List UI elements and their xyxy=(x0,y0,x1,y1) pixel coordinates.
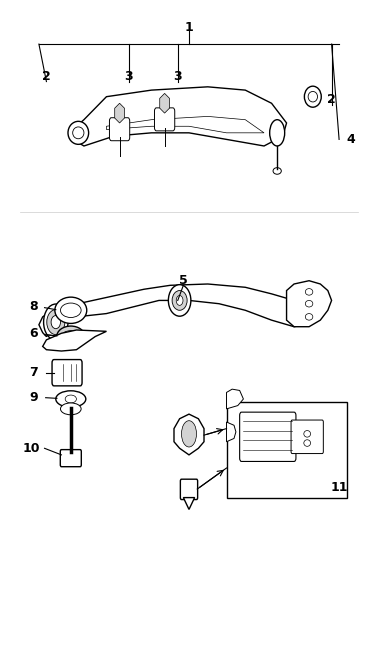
Text: 2: 2 xyxy=(327,94,336,106)
Text: 11: 11 xyxy=(330,481,348,494)
Ellipse shape xyxy=(65,395,76,403)
Ellipse shape xyxy=(73,127,84,139)
PathPatch shape xyxy=(287,280,332,327)
PathPatch shape xyxy=(226,389,243,409)
Ellipse shape xyxy=(68,121,88,145)
Ellipse shape xyxy=(47,310,65,335)
Ellipse shape xyxy=(176,296,183,306)
FancyBboxPatch shape xyxy=(155,108,175,131)
PathPatch shape xyxy=(39,284,313,337)
Ellipse shape xyxy=(51,315,60,329)
Ellipse shape xyxy=(305,300,313,307)
Ellipse shape xyxy=(43,304,68,340)
FancyBboxPatch shape xyxy=(291,420,323,453)
FancyBboxPatch shape xyxy=(240,412,296,461)
Ellipse shape xyxy=(304,86,321,107)
Ellipse shape xyxy=(308,92,318,102)
Ellipse shape xyxy=(168,284,191,316)
Ellipse shape xyxy=(56,391,86,407)
Text: 1: 1 xyxy=(184,21,194,34)
Ellipse shape xyxy=(55,297,87,323)
PathPatch shape xyxy=(174,414,204,455)
Ellipse shape xyxy=(304,430,311,437)
Ellipse shape xyxy=(273,168,281,174)
Text: 6: 6 xyxy=(29,327,37,340)
Text: 2: 2 xyxy=(42,71,51,83)
Text: 9: 9 xyxy=(29,391,37,404)
FancyBboxPatch shape xyxy=(60,449,81,467)
Ellipse shape xyxy=(60,303,81,317)
Text: 8: 8 xyxy=(29,300,37,314)
Ellipse shape xyxy=(172,290,187,310)
Text: 7: 7 xyxy=(29,366,38,379)
PathPatch shape xyxy=(226,422,236,442)
FancyBboxPatch shape xyxy=(110,117,130,141)
FancyBboxPatch shape xyxy=(52,360,82,386)
FancyBboxPatch shape xyxy=(180,479,198,500)
Text: 10: 10 xyxy=(23,442,40,455)
Text: 4: 4 xyxy=(346,133,355,146)
Ellipse shape xyxy=(61,331,80,343)
Text: 3: 3 xyxy=(125,71,133,83)
Ellipse shape xyxy=(270,119,285,146)
PathPatch shape xyxy=(107,116,264,133)
Ellipse shape xyxy=(181,420,197,447)
Ellipse shape xyxy=(304,440,311,446)
Ellipse shape xyxy=(60,403,81,414)
Ellipse shape xyxy=(305,314,313,320)
PathPatch shape xyxy=(183,498,195,510)
PathPatch shape xyxy=(43,330,107,351)
FancyBboxPatch shape xyxy=(226,403,347,498)
Ellipse shape xyxy=(305,288,313,295)
Text: 5: 5 xyxy=(179,274,188,287)
PathPatch shape xyxy=(73,87,287,146)
Text: 3: 3 xyxy=(174,71,182,83)
Ellipse shape xyxy=(57,326,85,347)
